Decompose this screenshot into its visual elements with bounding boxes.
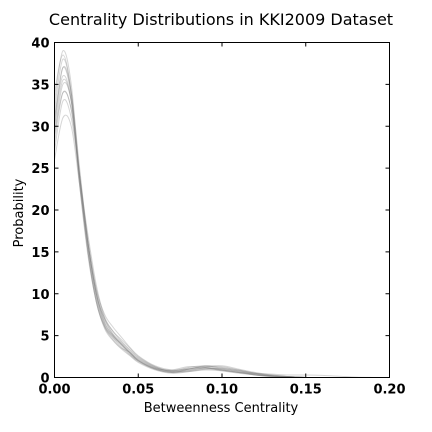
x-tick-label: 0.10	[206, 383, 238, 398]
x-axis-label: Betweenness Centrality	[144, 401, 299, 416]
series-line-12	[54, 66, 306, 378]
series-group	[54, 50, 373, 378]
x-tick-label: 0.20	[373, 383, 405, 398]
y-tick-label: 25	[31, 162, 49, 177]
y-axis-ticks: 0 5 10 15 20 25 30 35 40	[31, 37, 390, 387]
series-line-8	[54, 114, 306, 378]
series-line-5	[54, 90, 306, 378]
x-tick-label: 0.00	[38, 383, 70, 398]
series-line-9	[54, 54, 306, 378]
y-tick-label: 40	[31, 37, 49, 52]
y-tick-label: 15	[31, 246, 49, 261]
y-tick-label: 35	[31, 78, 49, 93]
series-line-1	[54, 50, 306, 378]
series-line-2	[54, 65, 306, 378]
y-tick-label: 0	[40, 372, 49, 387]
series-line-10	[54, 78, 306, 378]
x-tick-label: 0.15	[290, 383, 322, 398]
x-tick-label: 0.05	[122, 383, 154, 398]
y-tick-label: 5	[40, 330, 49, 345]
y-tick-label: 10	[31, 288, 49, 303]
x-axis-ticks: 0.00 0.05 0.10 0.15 0.20	[38, 42, 406, 398]
y-axis-label: Probability	[12, 178, 27, 247]
series-line-11	[54, 91, 373, 378]
chart-title: Centrality Distributions in KKI2009 Data…	[49, 10, 393, 29]
series-line-7	[54, 99, 306, 378]
y-tick-label: 30	[31, 120, 49, 135]
series-line-6	[54, 58, 306, 378]
series-line-3	[54, 81, 306, 378]
series-line-4	[54, 75, 306, 378]
y-tick-label: 20	[31, 204, 49, 219]
